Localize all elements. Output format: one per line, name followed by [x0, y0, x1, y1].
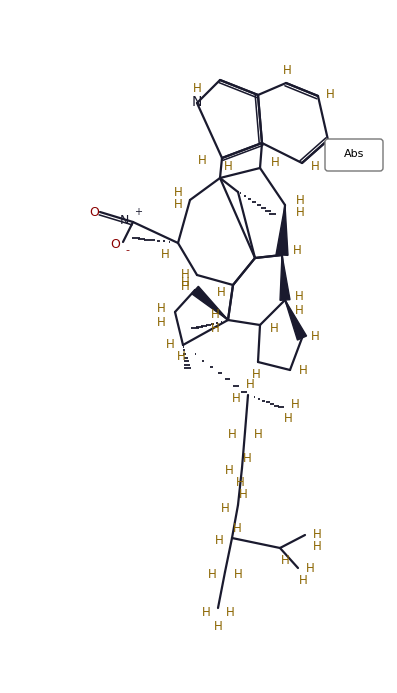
Text: H: H	[310, 329, 319, 342]
Text: H: H	[254, 428, 262, 441]
Polygon shape	[192, 286, 228, 320]
Text: H: H	[283, 64, 291, 78]
Text: H: H	[233, 522, 241, 534]
Text: H: H	[211, 308, 220, 322]
Text: H: H	[217, 286, 225, 299]
Text: H: H	[231, 392, 240, 405]
Text: H: H	[233, 568, 243, 581]
Text: O: O	[110, 238, 120, 250]
Text: H: H	[157, 315, 166, 328]
Text: H: H	[202, 606, 210, 620]
Text: H: H	[236, 477, 245, 489]
Text: H: H	[193, 82, 201, 96]
Text: H: H	[291, 398, 299, 412]
Text: H: H	[211, 322, 220, 335]
Text: H: H	[166, 338, 174, 351]
Text: H: H	[198, 154, 206, 166]
Polygon shape	[280, 255, 290, 300]
Text: H: H	[227, 428, 236, 441]
Text: H: H	[181, 281, 189, 294]
Text: H: H	[283, 412, 292, 425]
Text: H: H	[173, 186, 182, 198]
Text: H: H	[177, 351, 185, 364]
Text: H: H	[306, 561, 314, 574]
Text: N: N	[119, 213, 129, 227]
Text: H: H	[221, 502, 229, 514]
Polygon shape	[276, 205, 288, 255]
Text: H: H	[270, 322, 278, 335]
Text: H: H	[214, 620, 222, 633]
Text: H: H	[181, 276, 189, 288]
Text: Abs: Abs	[344, 149, 364, 159]
Text: H: H	[252, 367, 260, 380]
Text: H: H	[299, 364, 307, 376]
Text: H: H	[208, 568, 216, 581]
Text: -: -	[125, 245, 129, 255]
Text: H: H	[243, 452, 251, 464]
Text: H: H	[326, 89, 334, 101]
Polygon shape	[285, 300, 306, 340]
Text: H: H	[271, 157, 279, 170]
Text: H: H	[296, 207, 304, 220]
Text: H: H	[296, 193, 304, 207]
Text: N: N	[192, 95, 202, 109]
Text: H: H	[225, 606, 234, 620]
Text: H: H	[173, 198, 182, 211]
Text: H: H	[246, 378, 254, 392]
Text: H: H	[281, 554, 289, 566]
Text: H: H	[312, 529, 322, 541]
Text: H: H	[312, 541, 322, 554]
Text: +: +	[134, 207, 142, 217]
Text: H: H	[295, 290, 303, 304]
Text: H: H	[181, 268, 189, 281]
FancyBboxPatch shape	[325, 139, 383, 171]
Text: H: H	[161, 249, 170, 261]
Text: H: H	[157, 303, 166, 315]
Text: H: H	[299, 574, 307, 586]
Text: H: H	[224, 159, 232, 173]
Text: H: H	[310, 161, 319, 173]
Text: H: H	[295, 304, 303, 317]
Text: H: H	[215, 534, 224, 547]
Text: H: H	[293, 243, 301, 256]
Text: H: H	[225, 464, 233, 477]
Text: O: O	[89, 206, 99, 218]
Text: H: H	[239, 489, 247, 502]
